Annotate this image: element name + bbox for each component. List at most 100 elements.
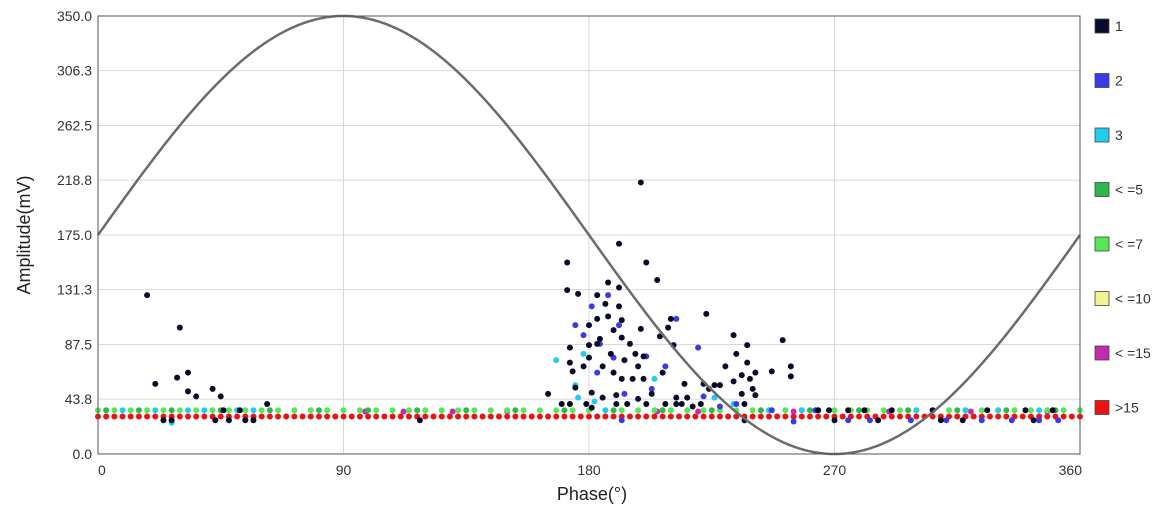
data-point (695, 408, 702, 415)
data-point (616, 284, 623, 291)
data-point (250, 417, 257, 424)
data-point (880, 413, 887, 420)
data-point (1027, 407, 1034, 414)
data-point (692, 413, 699, 420)
data-point (700, 393, 707, 400)
data-point (845, 407, 852, 414)
data-point (888, 413, 895, 420)
data-point (217, 393, 224, 400)
data-point (103, 407, 110, 414)
data-point (637, 179, 644, 186)
legend-item: 1 (1094, 18, 1123, 34)
legend-swatch (1094, 400, 1110, 415)
data-point (553, 413, 560, 420)
data-point (618, 407, 625, 414)
data-point (324, 413, 331, 420)
data-point (967, 408, 974, 415)
data-point (174, 374, 181, 381)
data-point (790, 408, 797, 415)
data-point (479, 413, 486, 420)
data-point (905, 407, 912, 414)
data-point (152, 380, 159, 387)
data-point (225, 417, 232, 424)
data-point (741, 400, 748, 407)
data-point (700, 413, 707, 420)
data-point (766, 413, 773, 420)
data-point (596, 335, 603, 342)
data-point (621, 390, 628, 397)
data-point (209, 385, 216, 392)
data-point (275, 407, 282, 414)
data-point (1030, 417, 1037, 424)
data-point (591, 398, 598, 405)
y-tick-label: 262.5 (57, 118, 92, 134)
data-point (405, 407, 412, 414)
data-point (643, 400, 650, 407)
data-point (995, 407, 1002, 414)
data-point (332, 413, 339, 420)
data-point (586, 342, 592, 349)
data-point (629, 375, 636, 382)
data-point (463, 413, 470, 420)
data-point (1011, 407, 1018, 414)
legend-label: < =10 (1115, 291, 1151, 307)
x-tick-label: 90 (336, 462, 352, 478)
data-point (471, 413, 478, 420)
data-point (665, 324, 672, 331)
series-3 (119, 350, 1043, 426)
data-point (790, 413, 797, 420)
legend-swatch (1094, 18, 1110, 34)
data-point (575, 394, 582, 401)
data-point (152, 413, 159, 420)
data-point (626, 340, 633, 347)
data-point (430, 413, 437, 420)
data-point (561, 407, 568, 414)
data-point (678, 400, 685, 407)
data-point (193, 393, 200, 400)
data-point (553, 407, 560, 414)
data-point (1044, 407, 1051, 414)
data-point (1022, 407, 1029, 414)
x-tick-label: 180 (577, 462, 601, 478)
data-point (866, 417, 873, 424)
data-point (588, 389, 595, 396)
data-point (275, 413, 282, 420)
data-point (648, 385, 655, 392)
data-point (888, 407, 895, 414)
data-point (1055, 417, 1062, 424)
data-point (790, 418, 797, 425)
data-point (201, 407, 208, 414)
data-point (258, 413, 265, 420)
data-point (662, 363, 669, 370)
data-point (716, 403, 723, 410)
data-point (258, 407, 265, 414)
data-point (558, 400, 565, 407)
data-point (315, 407, 322, 414)
data-point (752, 392, 759, 399)
data-point (561, 413, 568, 420)
data-point (1068, 413, 1075, 420)
data-point (1003, 407, 1010, 414)
data-point (613, 392, 620, 399)
data-point (673, 315, 680, 322)
data-point (875, 417, 882, 424)
data-point (168, 407, 175, 414)
y-axis-title: Amplitude(mV) (14, 175, 34, 294)
data-point (545, 413, 552, 420)
data-point (651, 413, 658, 420)
data-point (566, 400, 573, 407)
data-point (616, 322, 623, 329)
data-point (236, 407, 243, 414)
data-point (635, 395, 642, 402)
data-point (831, 407, 838, 414)
data-point (416, 417, 423, 424)
data-point (152, 407, 159, 414)
legend-label: < =5 (1115, 182, 1143, 198)
data-point (471, 407, 478, 414)
data-point (176, 413, 183, 420)
data-point (752, 369, 759, 376)
data-point (845, 417, 852, 424)
data-point (144, 292, 151, 299)
data-point (135, 413, 142, 420)
data-point (594, 292, 601, 299)
